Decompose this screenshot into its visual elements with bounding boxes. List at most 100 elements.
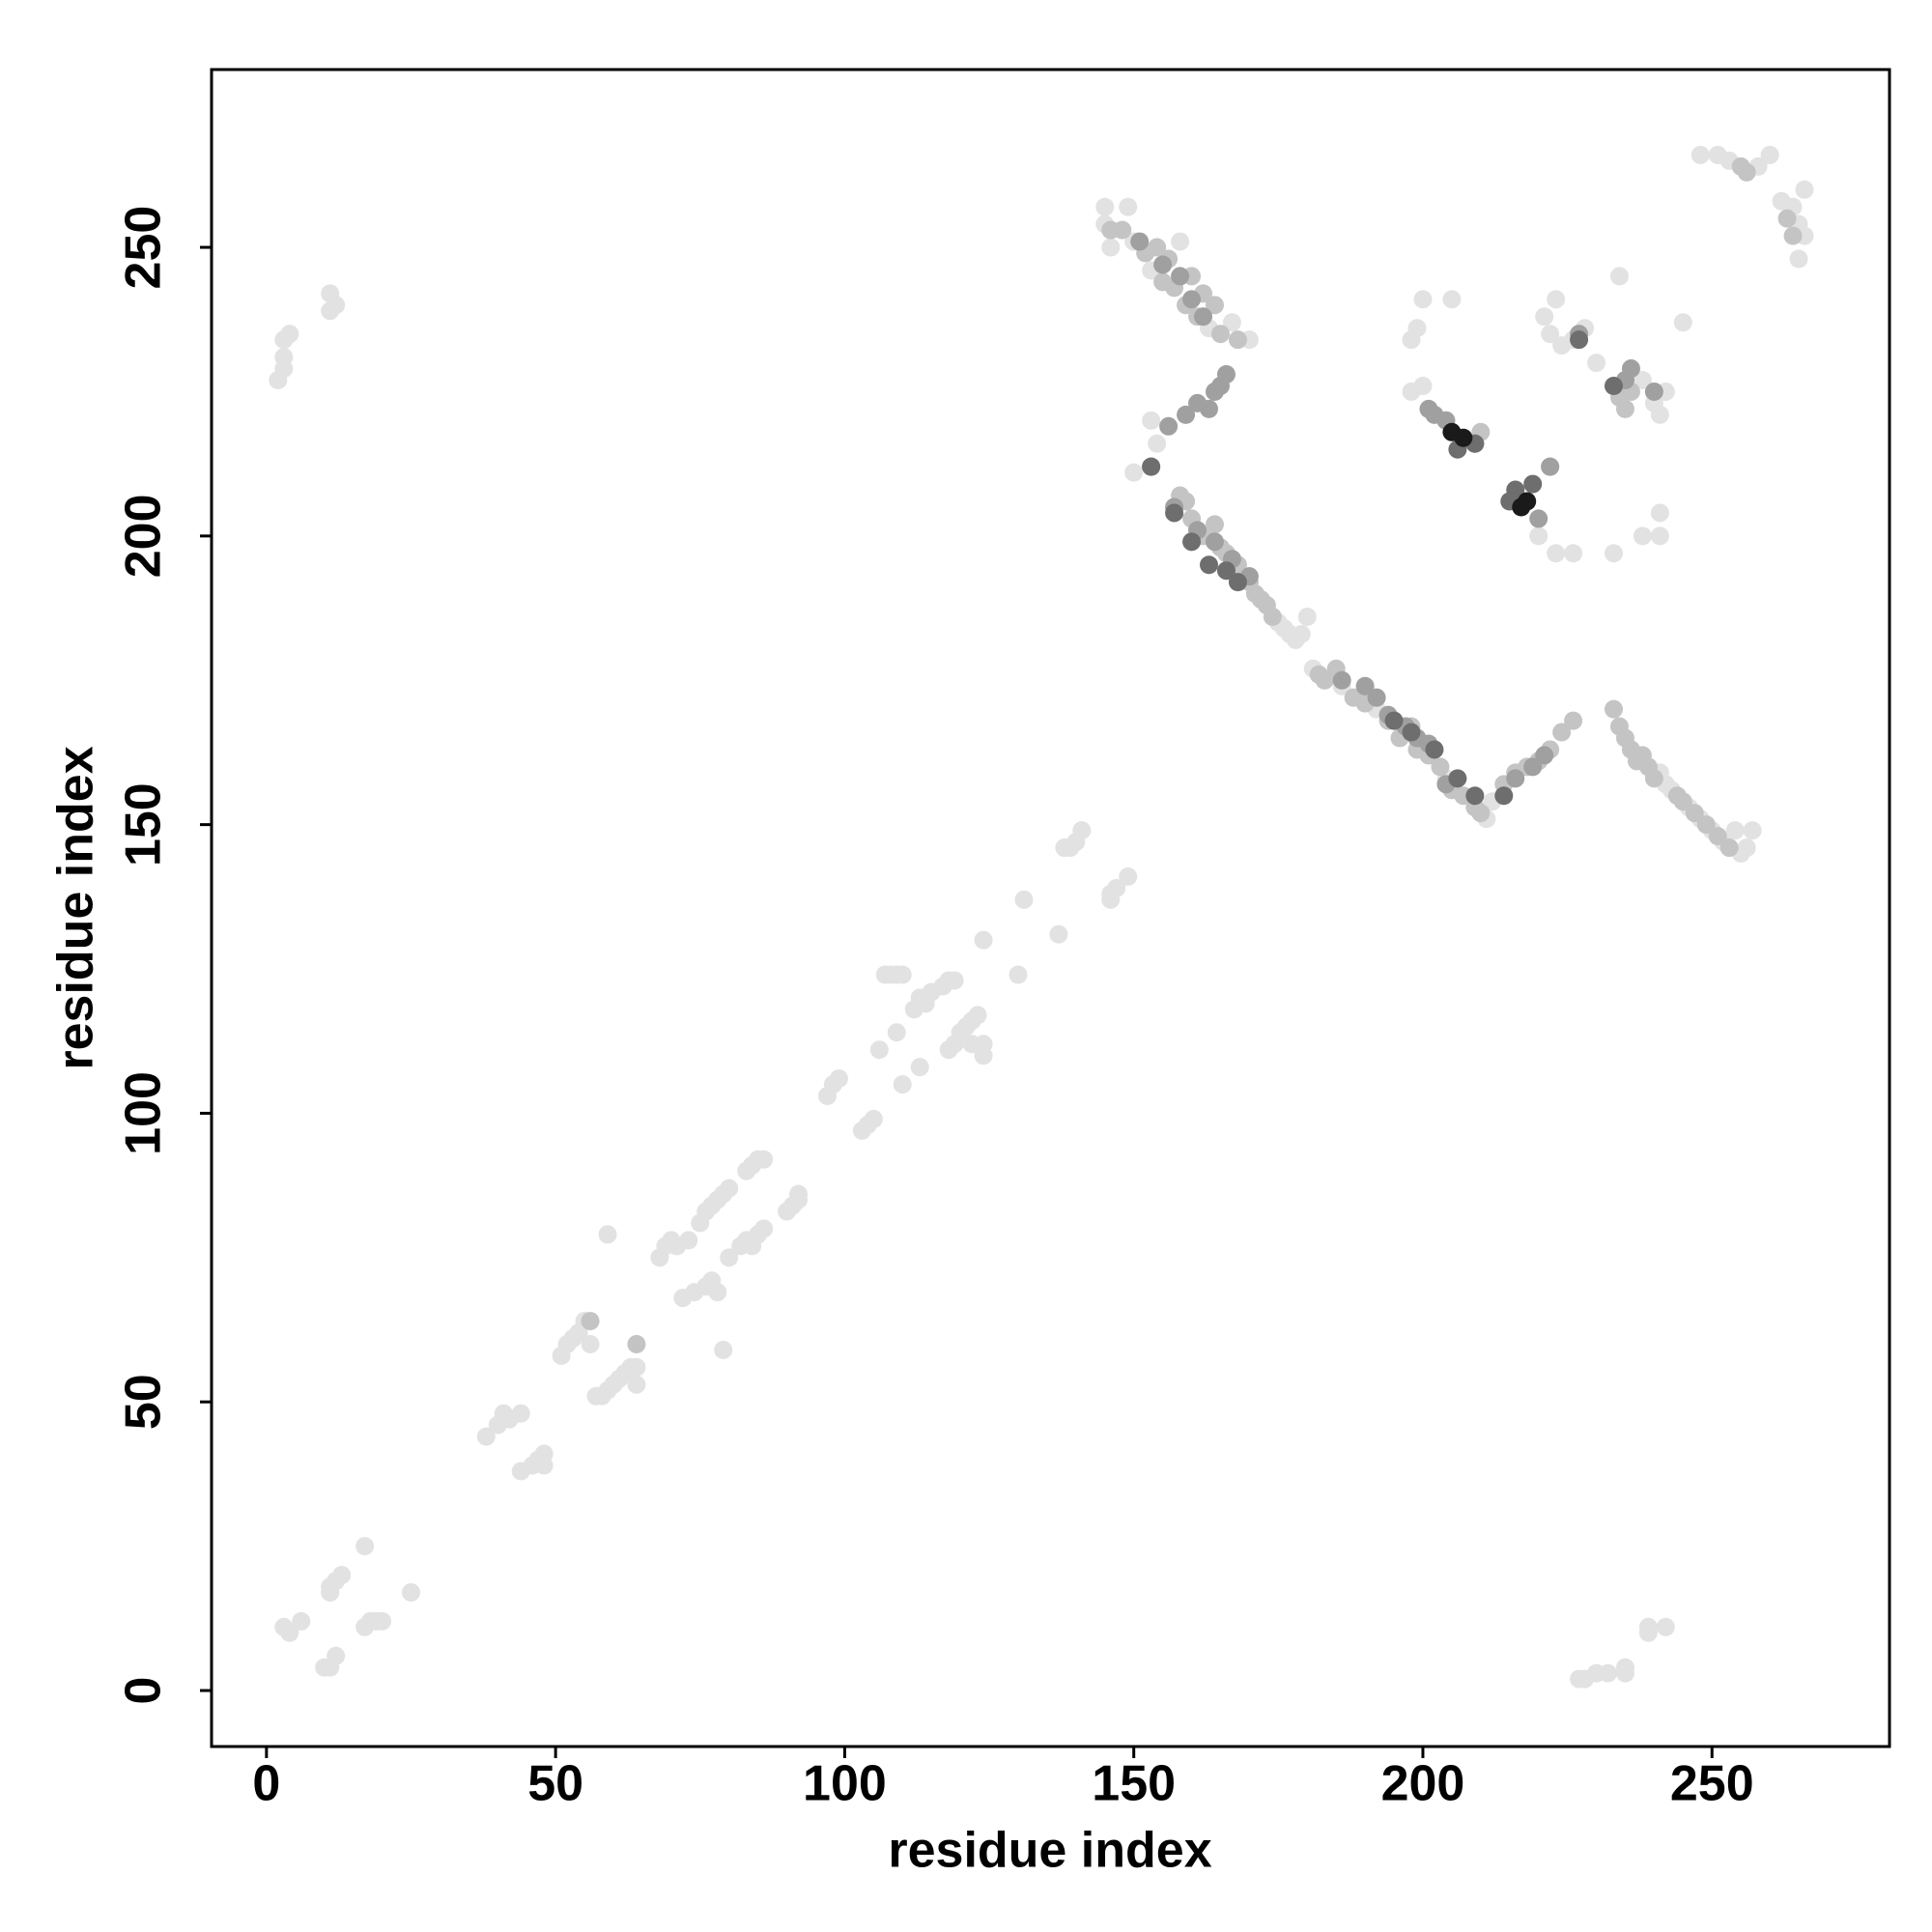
contact-point <box>1148 238 1167 257</box>
contact-point <box>1210 376 1230 395</box>
contact-point <box>864 1109 883 1128</box>
contact-point <box>1541 325 1560 344</box>
contact-point <box>1552 723 1572 742</box>
contact-point <box>1604 544 1623 563</box>
contact-point <box>1431 757 1450 777</box>
contact-point <box>1587 354 1606 373</box>
contact-point <box>1685 804 1704 823</box>
contact-point <box>1523 757 1543 777</box>
contact-point <box>1506 480 1525 499</box>
contact-point <box>1760 145 1779 164</box>
contact-point <box>720 1248 739 1267</box>
contact-point <box>1604 376 1623 395</box>
contact-point <box>321 1577 340 1596</box>
contact-point <box>1696 815 1716 835</box>
contact-point <box>332 1566 352 1585</box>
contact-point <box>1200 555 1219 575</box>
contact-point <box>754 1219 774 1238</box>
contact-point <box>1650 405 1669 424</box>
x-axis-title: residue index <box>888 1823 1211 1879</box>
contact-point <box>1564 544 1583 563</box>
contact-point <box>916 994 935 1013</box>
contact-point <box>1200 399 1219 418</box>
contact-point <box>1177 405 1196 424</box>
contact-point <box>1494 786 1514 806</box>
contact-point <box>1448 769 1467 788</box>
contact-point <box>1407 319 1427 338</box>
contact-point <box>1535 307 1554 327</box>
contact-point <box>1541 457 1560 476</box>
contact-point <box>1604 699 1623 719</box>
contact-point <box>274 330 294 350</box>
contact-point <box>327 296 346 315</box>
contact-point <box>1153 255 1173 274</box>
contact-point <box>1529 526 1548 546</box>
contact-point <box>1547 544 1566 563</box>
y-tick-label: 250 <box>116 206 172 290</box>
y-tick-label: 100 <box>116 1071 172 1155</box>
contact-point <box>1315 670 1334 690</box>
contact-point <box>1413 290 1433 309</box>
contact-point <box>1633 526 1652 546</box>
contact-point <box>1564 711 1583 730</box>
contact-point <box>1130 232 1150 251</box>
x-tick-label: 100 <box>803 1756 887 1812</box>
contact-point <box>1171 232 1190 251</box>
contact-point <box>1506 769 1525 788</box>
x-tick-label: 50 <box>527 1756 583 1812</box>
contact-point <box>1095 197 1115 216</box>
contact-point <box>1708 827 1727 846</box>
contact-point <box>1228 330 1247 350</box>
contact-point <box>1615 399 1634 418</box>
contact-point <box>1621 359 1640 379</box>
contact-point <box>1644 769 1663 788</box>
contact-point <box>1644 382 1663 401</box>
contact-point <box>1638 1617 1658 1636</box>
plot-frame <box>210 68 1891 1748</box>
contact-point <box>1783 226 1803 245</box>
contact-point <box>402 1582 421 1602</box>
contact-point <box>1650 526 1669 546</box>
contact-point <box>1113 220 1132 240</box>
contact-point <box>1216 561 1236 581</box>
contact-point <box>1165 503 1184 523</box>
contact-point <box>1124 463 1144 482</box>
contact-point <box>581 1334 600 1353</box>
x-tick-label: 250 <box>1670 1756 1754 1812</box>
contact-point <box>1210 325 1230 344</box>
contact-point <box>1142 411 1161 430</box>
contact-point <box>1471 804 1491 823</box>
contact-point <box>1049 924 1068 944</box>
contact-point <box>1737 838 1756 858</box>
contact-point <box>893 1075 912 1094</box>
contact-point <box>1148 434 1167 453</box>
contact-point <box>789 1184 809 1204</box>
contact-point <box>581 1312 600 1331</box>
contact-point <box>627 1375 646 1394</box>
contact-point <box>1795 180 1814 199</box>
contact-point <box>1442 290 1462 309</box>
contact-point <box>887 1023 906 1042</box>
contact-point <box>1609 267 1629 286</box>
contact-point <box>1465 786 1485 806</box>
contact-point <box>1107 878 1126 897</box>
contact-point <box>910 1058 929 1077</box>
contact-point <box>327 1646 346 1665</box>
contact-point <box>1205 532 1224 552</box>
contact-point <box>754 1150 774 1169</box>
contact-point <box>1205 296 1224 315</box>
contact-point <box>1425 405 1444 424</box>
contact-point <box>1737 162 1756 182</box>
contact-point <box>1529 509 1548 528</box>
contact-point <box>1570 330 1589 350</box>
contact-point <box>627 1357 646 1377</box>
contact-point <box>1743 821 1762 840</box>
x-tick-label: 150 <box>1092 1756 1176 1812</box>
contact-point <box>1719 838 1739 858</box>
contact-point <box>1384 711 1404 730</box>
contact-point <box>968 1006 987 1025</box>
contact-point <box>1599 1663 1618 1683</box>
contact-point <box>1656 1617 1675 1636</box>
contact-point <box>1690 145 1710 164</box>
contact-point <box>627 1334 646 1353</box>
